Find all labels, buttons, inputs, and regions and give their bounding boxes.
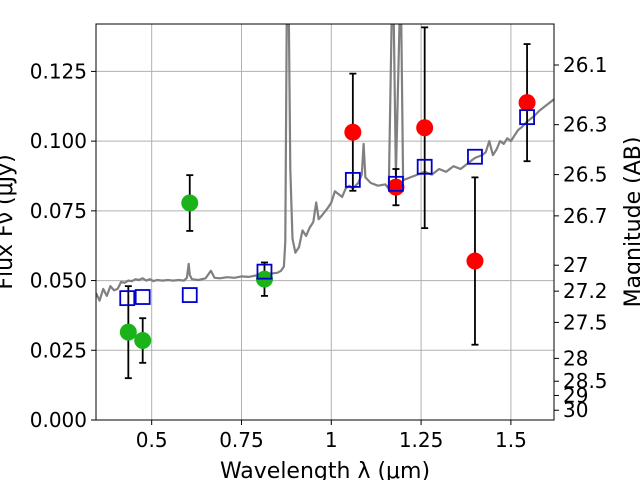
- y-tick-label: 0.075: [30, 199, 87, 223]
- data-point: [119, 323, 137, 341]
- model-point: [519, 109, 535, 126]
- marker-layer: [119, 94, 536, 350]
- data-point: [387, 178, 405, 196]
- x-tick-label: 1.25: [399, 428, 444, 452]
- data-point: [344, 123, 362, 141]
- right-tick-label: 27.5: [563, 310, 608, 334]
- y-tick-label: 0.000: [30, 408, 87, 432]
- y-tick-label: 0.025: [30, 338, 87, 362]
- x-tick-label: 0.75: [219, 428, 264, 452]
- spectrum-line: [96, 24, 554, 302]
- right-tick-label: 29: [563, 383, 588, 407]
- y-tick-label: 0.100: [30, 129, 87, 153]
- model-point: [256, 263, 273, 280]
- right-tick-label: 26.5: [563, 163, 608, 187]
- x-tick-label: 1: [325, 428, 338, 452]
- right-tick-label: 27.2: [563, 279, 608, 303]
- right-tick-label: 26.1: [563, 53, 608, 77]
- x-tick-label: 1.5: [495, 428, 527, 452]
- right-tick-label: 30: [563, 398, 588, 422]
- plot-frame: [95, 23, 555, 421]
- data-point: [181, 194, 199, 212]
- x-axis-label: Wavelength λ (μm): [220, 459, 430, 480]
- model-point: [388, 175, 404, 192]
- data-point: [518, 94, 536, 112]
- right-tick-label: 26.3: [563, 113, 608, 137]
- model-point: [134, 289, 151, 305]
- spectrum-layer: [96, 24, 554, 302]
- x-axis: 0.5 0.75 1 1.25 1.5: [136, 420, 527, 452]
- model-point: [119, 290, 136, 307]
- model-point: [416, 158, 433, 175]
- y-axis-left: 0.000 0.025 0.050 0.075 0.100 0.125: [30, 59, 96, 432]
- right-tick-label: 27: [563, 253, 588, 277]
- data-point: [466, 252, 484, 270]
- data-point: [134, 332, 152, 350]
- right-tick-label: 28.5: [563, 369, 608, 393]
- y-tick-label: 0.050: [30, 269, 87, 293]
- model-point: [181, 287, 198, 303]
- model-point: [467, 148, 483, 165]
- data-point: [416, 119, 434, 137]
- model-point: [344, 171, 361, 188]
- y-tick-label: 0.125: [30, 59, 87, 83]
- y-axis-left-label: Flux Fν (μJy): [0, 154, 18, 289]
- x-tick-label: 0.5: [136, 428, 168, 452]
- y-axis-right-label: Magnitude (AB): [621, 137, 640, 308]
- right-tick-label: 28: [563, 346, 588, 370]
- right-tick-label: 26.7: [563, 204, 608, 228]
